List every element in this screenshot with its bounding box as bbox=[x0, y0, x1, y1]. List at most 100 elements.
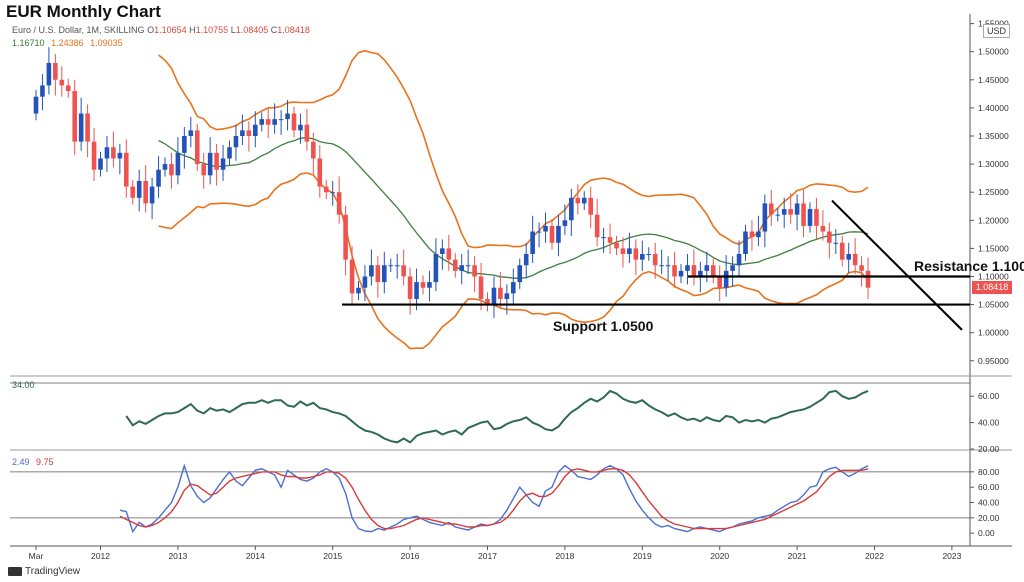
candle-body bbox=[652, 254, 658, 266]
candle-body bbox=[517, 265, 523, 283]
rsi-line bbox=[125, 389, 869, 444]
time-tick-label: 2014 bbox=[246, 551, 265, 561]
candle-body bbox=[265, 119, 271, 125]
candle-body bbox=[607, 237, 613, 243]
candle-body bbox=[549, 225, 555, 243]
candle-body bbox=[169, 164, 174, 176]
grid-layer bbox=[10, 14, 1012, 547]
candle-body bbox=[53, 62, 58, 80]
last-price-tag: 1.08418 bbox=[972, 281, 1012, 294]
time-tick-label: 2013 bbox=[168, 551, 187, 561]
candle-body bbox=[420, 282, 426, 288]
price-tick-label: 1.15000 bbox=[978, 243, 1009, 253]
candle-body bbox=[246, 130, 252, 136]
stoch-k-value: 2.49 bbox=[12, 457, 30, 467]
candle-body bbox=[336, 192, 342, 215]
candle-body bbox=[272, 119, 277, 125]
open-label: O bbox=[147, 25, 155, 35]
symbol-ohlc-readout: Euro / U.S. Dollar, 1M, SKILLING O1.1065… bbox=[12, 25, 310, 35]
stoch-value-labels: 2.49 9.75 bbox=[12, 457, 54, 467]
candle-body bbox=[723, 270, 729, 288]
candle-body bbox=[46, 62, 52, 86]
candle-body bbox=[394, 265, 400, 267]
candle-body bbox=[788, 209, 793, 215]
time-tick-label: 2016 bbox=[401, 551, 420, 561]
candle-body bbox=[427, 282, 432, 288]
candle-body bbox=[298, 124, 303, 131]
candle-body bbox=[162, 164, 168, 170]
time-tick-label: 2018 bbox=[555, 551, 574, 561]
candle-body bbox=[627, 248, 632, 254]
price-tick-label: 1.10000 bbox=[978, 271, 1009, 281]
candle-body bbox=[472, 265, 477, 277]
candle-body bbox=[620, 248, 626, 254]
candle-body bbox=[227, 147, 232, 159]
bb-lower-value: 1.09035 bbox=[90, 38, 123, 48]
candle-body bbox=[194, 130, 200, 165]
rsi-value-label: 34.00 bbox=[12, 380, 35, 390]
currency-button[interactable]: USD bbox=[983, 24, 1011, 38]
candle-body bbox=[98, 158, 103, 170]
stoch-tick-label: 0.00 bbox=[978, 528, 995, 538]
candle-body bbox=[491, 287, 497, 305]
candle-body bbox=[536, 231, 542, 233]
candle-body bbox=[498, 287, 503, 299]
candle-body bbox=[117, 152, 123, 159]
candle-body bbox=[375, 265, 381, 283]
bb-basis-line bbox=[158, 137, 869, 279]
candle-body bbox=[446, 248, 452, 260]
candle-body bbox=[594, 214, 600, 238]
candle-body bbox=[562, 220, 568, 226]
rsi-panel bbox=[125, 389, 869, 444]
candle-body bbox=[362, 276, 368, 288]
candle-body bbox=[478, 276, 484, 299]
candle-body bbox=[130, 186, 136, 198]
candle-body bbox=[59, 79, 65, 86]
price-tick-label: 1.20000 bbox=[978, 215, 1009, 225]
candle-body bbox=[504, 293, 510, 299]
price-tick-label: 1.35000 bbox=[978, 131, 1009, 141]
candle-body bbox=[865, 270, 871, 288]
candle-body bbox=[852, 254, 858, 266]
stoch-d-line bbox=[119, 468, 869, 530]
time-tick-label: 2012 bbox=[91, 551, 110, 561]
candle-body bbox=[349, 259, 355, 294]
candle-body bbox=[601, 237, 606, 239]
downtrend-line bbox=[831, 199, 963, 331]
candle-body bbox=[717, 276, 722, 288]
rsi-tick-label: 40.00 bbox=[978, 418, 1000, 428]
candle-body bbox=[85, 113, 90, 142]
candle-body bbox=[762, 203, 768, 232]
stoch-tick-label: 20.00 bbox=[978, 513, 1000, 523]
candle-body bbox=[691, 265, 697, 277]
time-tick-label: 2022 bbox=[865, 551, 884, 561]
candle-body bbox=[201, 164, 206, 176]
candle-body bbox=[833, 242, 839, 244]
candle-body bbox=[175, 152, 181, 176]
high-value: 1.10755 bbox=[195, 25, 229, 35]
time-tick-label: 2017 bbox=[478, 551, 497, 561]
candle-body bbox=[665, 265, 671, 267]
candle-body bbox=[65, 85, 71, 92]
candle-body bbox=[317, 158, 323, 187]
candle-body bbox=[556, 225, 561, 243]
candle-body bbox=[807, 209, 813, 226]
candle-body bbox=[40, 85, 45, 97]
bb-upper-line bbox=[158, 49, 869, 249]
tradingview-logo[interactable]: TradingView bbox=[8, 566, 80, 577]
candle-body bbox=[685, 265, 690, 271]
price-tick-label: 1.40000 bbox=[978, 103, 1009, 113]
bollinger-readout: 1.16710 1.24386 1.09035 bbox=[12, 38, 123, 48]
candle-body bbox=[104, 147, 110, 159]
time-tick-label: 2020 bbox=[710, 551, 729, 561]
candle-body bbox=[323, 186, 329, 193]
candle-body bbox=[698, 270, 703, 277]
price-axis: 0.95000 1.00000 1.05000 1.10000 1.15000 1.200… bbox=[970, 19, 1009, 538]
candle-body bbox=[240, 130, 245, 136]
candle-body bbox=[343, 214, 348, 260]
candle-body bbox=[388, 265, 394, 267]
candle-body bbox=[814, 209, 819, 226]
candle-body bbox=[827, 231, 832, 243]
tradingview-icon bbox=[8, 567, 22, 576]
candle-body bbox=[820, 225, 826, 232]
